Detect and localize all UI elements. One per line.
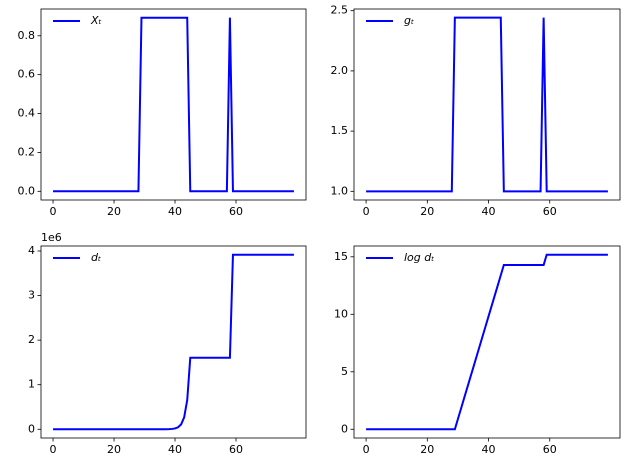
data-line — [53, 16, 294, 193]
y-tick-label: 10 — [334, 307, 348, 320]
axes-frame — [353, 245, 621, 439]
y-tick-label: 1.5 — [331, 124, 349, 137]
x-tick-label: 60 — [543, 443, 557, 456]
legend-label: log dₜ — [404, 251, 435, 264]
y-tick-label: 2.0 — [331, 64, 349, 77]
axes-frame — [353, 8, 621, 201]
y-tick-label: 4 — [28, 244, 35, 257]
y-tick-label: 2 — [28, 333, 35, 346]
y-tick-label: 3 — [28, 289, 35, 302]
legend-label: gₜ — [404, 14, 414, 27]
x-tick-label: 0 — [50, 443, 57, 456]
x-tick-label: 20 — [420, 443, 434, 456]
x-tick-label: 0 — [50, 205, 57, 218]
y-tick-label: 0.4 — [18, 107, 36, 120]
x-tick-label: 40 — [168, 205, 182, 218]
x-tick-label: 60 — [229, 443, 243, 456]
x-tick-label: 20 — [107, 205, 121, 218]
data-line — [53, 253, 294, 431]
y-tick-label: 1 — [28, 378, 35, 391]
data-line — [366, 253, 608, 431]
legend-label: Xₜ — [90, 14, 102, 27]
y-tick-label: 0.2 — [18, 145, 36, 158]
x-tick-label: 60 — [229, 205, 243, 218]
x-tick-label: 60 — [543, 205, 557, 218]
y-tick-label: 0 — [341, 422, 348, 435]
y-tick-label: 0.8 — [18, 29, 36, 42]
x-tick-label: 0 — [363, 443, 370, 456]
y-tick-label: 0.6 — [18, 68, 36, 81]
axes-frame — [40, 8, 307, 201]
axes-frame — [40, 245, 307, 439]
x-tick-label: 40 — [168, 443, 182, 456]
data-line — [366, 16, 608, 193]
x-tick-label: 40 — [482, 205, 496, 218]
y-tick-label: 0.0 — [18, 184, 36, 197]
x-tick-label: 20 — [420, 205, 434, 218]
x-tick-label: 40 — [482, 443, 496, 456]
x-tick-label: 20 — [107, 443, 121, 456]
x-tick-label: 0 — [363, 205, 370, 218]
y-tick-label: 5 — [341, 365, 348, 378]
y-tick-label: 2.5 — [331, 4, 349, 17]
legend-label: dₜ — [91, 251, 101, 264]
y-tick-label: 1.0 — [331, 184, 349, 197]
offset-text: 1e6 — [41, 231, 62, 244]
y-tick-label: 0 — [28, 422, 35, 435]
y-tick-label: 15 — [334, 250, 348, 263]
